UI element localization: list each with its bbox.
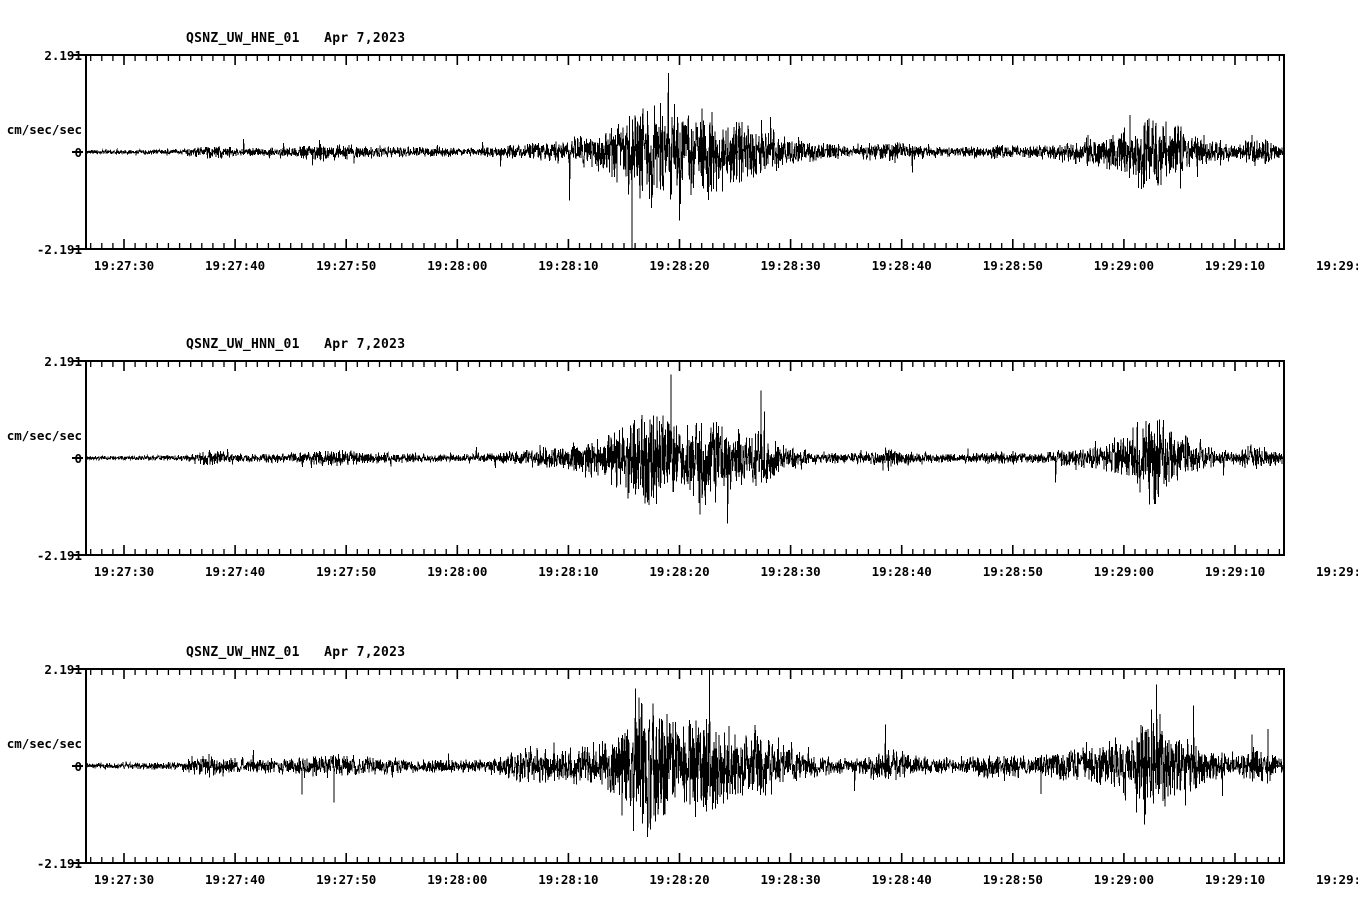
x-tick-label: 19:29:00 <box>1093 872 1154 887</box>
x-tick-label: 19:27:50 <box>316 258 377 273</box>
x-tick-label: 19:28:00 <box>427 872 488 887</box>
waveform-trace-hnz <box>87 670 1283 837</box>
x-tick-label: 19:27:50 <box>316 872 377 887</box>
y-tick-top-hne: 2.191 <box>44 48 82 63</box>
x-tick-label: 19:29:20 <box>1315 564 1358 579</box>
y-axis-unit-label-hne: cm/sec/sec <box>6 122 82 137</box>
y-tick-bottom-hne: -2.191 <box>36 242 82 257</box>
x-tick-label: 19:27:50 <box>316 564 377 579</box>
waveform-trace-hne <box>87 72 1283 248</box>
x-tick-label: 19:29:20 <box>1315 872 1358 887</box>
x-tick-label: 19:29:00 <box>1093 564 1154 579</box>
x-tick-label: 19:28:30 <box>760 872 821 887</box>
x-tick-label: 19:28:40 <box>871 258 932 273</box>
x-tick-label: 19:28:20 <box>649 258 710 273</box>
x-tick-label: 19:28:20 <box>649 564 710 579</box>
x-tick-label: 19:28:40 <box>871 564 932 579</box>
x-tick-label: 19:27:30 <box>93 564 155 579</box>
y-bottom-tick-stub <box>72 862 85 864</box>
y-zero-tick-stub <box>72 765 83 767</box>
y-zero-tick-stub <box>72 151 83 153</box>
x-tick-label: 19:28:50 <box>982 258 1043 273</box>
x-tick-label: 19:28:50 <box>982 564 1043 579</box>
x-tick-label: 19:29:20 <box>1315 258 1358 273</box>
y-tick-bottom-hnn: -2.191 <box>36 548 82 563</box>
y-tick-top-hnz: 2.191 <box>44 662 82 677</box>
x-tick-label: 19:28:30 <box>760 564 821 579</box>
x-tick-label: 19:27:30 <box>93 258 155 273</box>
y-tick-bottom-hnz: -2.191 <box>36 856 82 871</box>
x-tick-label: 19:29:00 <box>1093 258 1154 273</box>
y-tick-top-hnn: 2.191 <box>44 354 82 369</box>
x-tick-label: 19:28:00 <box>427 258 488 273</box>
waveform-trace-hnn <box>87 374 1283 524</box>
x-tick-label: 19:28:00 <box>427 564 488 579</box>
panel-hnn: QSNZ_UW_HNN_01 Apr 7,2023 cm/sec/sec 2.1… <box>0 306 1358 606</box>
x-tick-label: 19:29:10 <box>1204 564 1266 579</box>
panel-hne: QSNZ_UW_HNE_01 Apr 7,2023 cm/sec/sec 2.1… <box>0 0 1358 300</box>
x-tick-label: 19:28:50 <box>982 872 1043 887</box>
x-tick-label: 19:27:40 <box>204 872 266 887</box>
x-tick-label: 19:29:10 <box>1204 258 1266 273</box>
y-bottom-tick-stub <box>72 554 85 556</box>
x-tick-label: 19:28:40 <box>871 872 932 887</box>
x-tick-label: 19:28:20 <box>649 872 710 887</box>
panel-title-hne: QSNZ_UW_HNE_01 Apr 7,2023 <box>186 31 406 46</box>
y-axis-unit-label-hnz: cm/sec/sec <box>6 736 82 751</box>
x-tick-label: 19:28:30 <box>760 258 821 273</box>
x-tick-label: 19:27:40 <box>204 258 266 273</box>
y-bottom-tick-stub <box>72 248 85 250</box>
panel-hnz: QSNZ_UW_HNZ_01 Apr 7,2023 cm/sec/sec 2.1… <box>0 614 1358 914</box>
x-tick-label: 19:27:30 <box>93 872 155 887</box>
panel-title-hnn: QSNZ_UW_HNN_01 Apr 7,2023 <box>186 337 406 352</box>
panel-title-hnz: QSNZ_UW_HNZ_01 Apr 7,2023 <box>186 645 406 660</box>
y-top-tick-stub <box>72 668 85 670</box>
y-axis-unit-label-hnn: cm/sec/sec <box>6 428 82 443</box>
y-top-tick-stub <box>72 54 85 56</box>
x-tick-label: 19:28:10 <box>538 872 599 887</box>
y-top-tick-stub <box>72 360 85 362</box>
y-zero-tick-stub <box>72 457 83 459</box>
x-tick-label: 19:29:10 <box>1204 872 1266 887</box>
x-tick-label: 19:28:10 <box>538 258 599 273</box>
x-tick-label: 19:28:10 <box>538 564 599 579</box>
x-tick-label: 19:27:40 <box>204 564 266 579</box>
